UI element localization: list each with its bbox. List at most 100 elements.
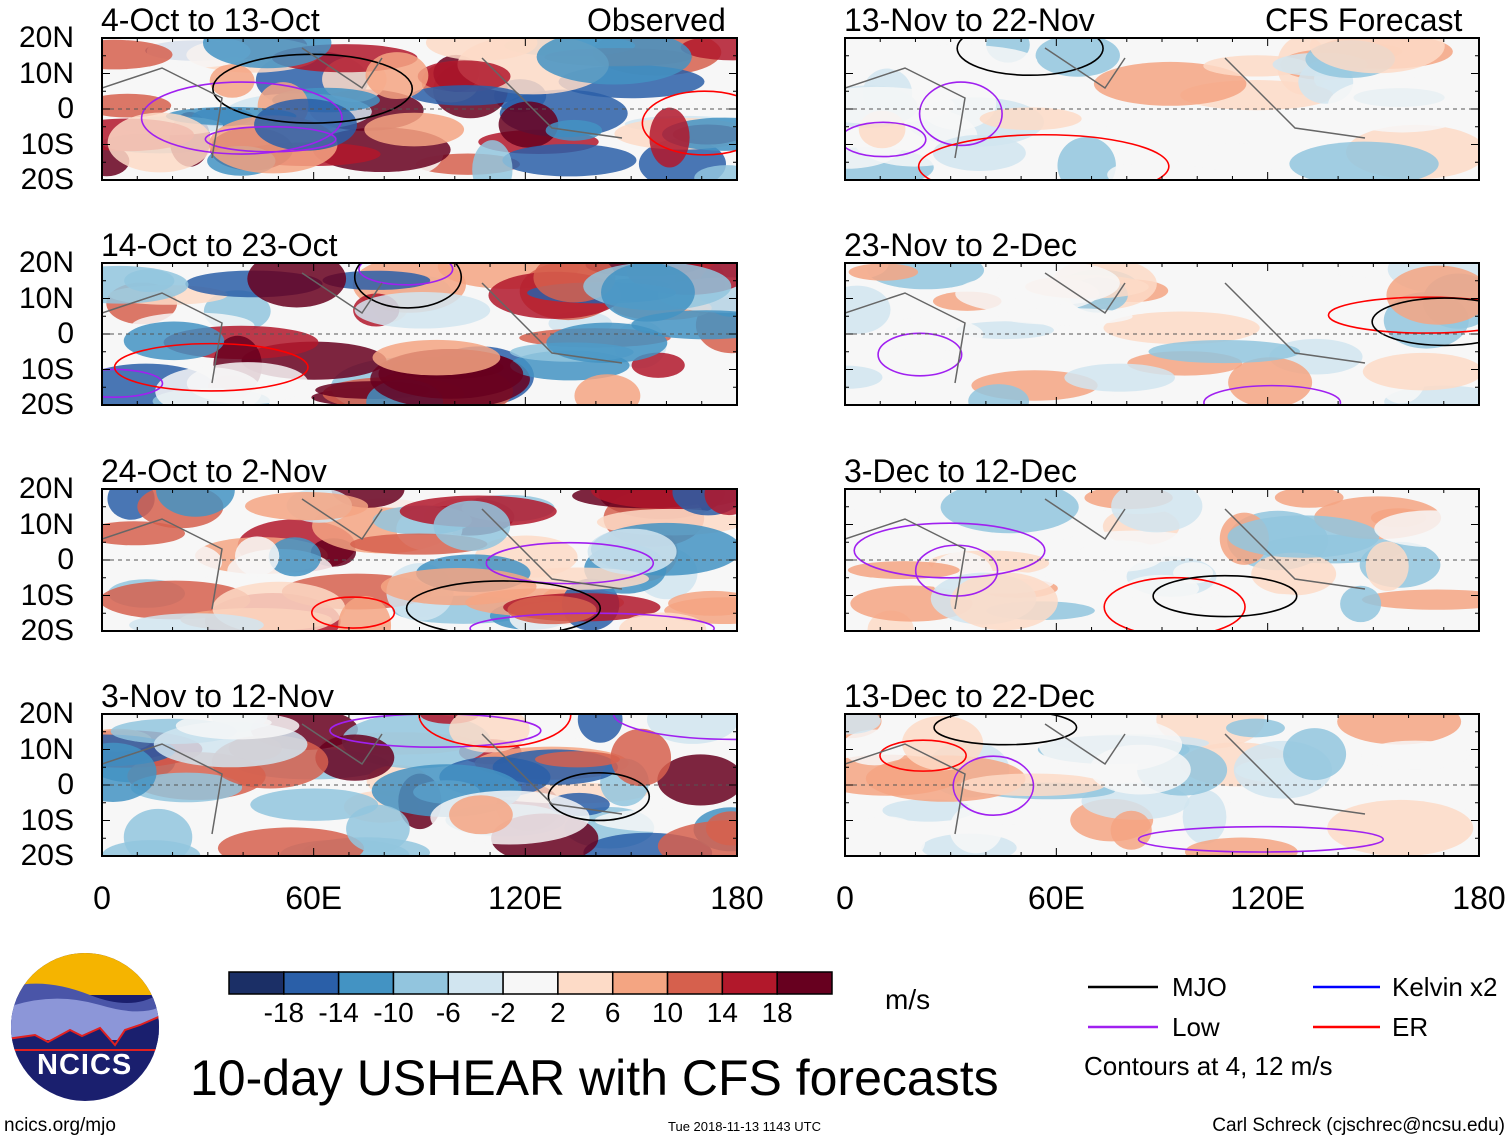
contour-line <box>1152 574 1298 618</box>
shear-blob <box>1362 352 1479 391</box>
x-tick-label: 0 <box>93 880 111 916</box>
shear-blob <box>1195 593 1325 614</box>
contour-line <box>917 133 1170 180</box>
contour-line <box>469 612 715 631</box>
shear-blob <box>268 537 322 577</box>
y-tick-label: 20N <box>18 246 74 279</box>
shear-blob <box>245 491 369 521</box>
shear-blob <box>1111 489 1203 533</box>
contour-line <box>113 342 309 392</box>
y-tick-label: 10S <box>20 352 74 386</box>
shear-blob <box>1035 38 1120 77</box>
shear-blob <box>1340 585 1382 623</box>
shear-blob <box>1447 773 1479 810</box>
map-panel <box>844 262 1480 406</box>
shear-blob <box>1289 141 1439 180</box>
y-tick-label: 10N <box>18 732 74 766</box>
y-tick-label: 20N <box>18 697 74 730</box>
contour-line <box>102 368 164 399</box>
shear-blob <box>425 38 538 61</box>
shear-blob <box>1361 740 1470 770</box>
shear-blob <box>1182 789 1227 845</box>
shear-blob <box>881 44 1038 78</box>
observed-header: Observed <box>587 2 726 38</box>
footer-credit: Carl Schreck (cjschrec@ncsu.edu) <box>1212 1115 1505 1136</box>
shear-blob <box>247 263 347 308</box>
map-panel <box>844 713 1480 857</box>
shear-blob <box>845 285 891 334</box>
shear-blob <box>1103 311 1260 345</box>
map-panel <box>101 37 738 181</box>
colorbar-swatch <box>776 971 833 995</box>
shear-blob <box>235 536 280 577</box>
shear-blob <box>346 804 410 853</box>
shear-blob <box>1274 489 1344 508</box>
x-tick-label: 120E <box>1230 880 1306 916</box>
shear-blob <box>507 595 597 625</box>
panel-title: 4-Oct to 13-Oct <box>101 2 320 38</box>
shear-blob <box>433 500 511 551</box>
shear-blob <box>1227 515 1380 558</box>
y-tick-label: 0 <box>57 317 74 350</box>
shear-blob <box>1110 810 1152 850</box>
panel-title: 23-Nov to 2-Dec <box>844 227 1077 263</box>
coastline <box>102 723 623 835</box>
contour-line <box>877 332 963 377</box>
shear-blob <box>123 321 225 361</box>
shear-blob <box>845 729 908 766</box>
contour-line <box>204 125 337 153</box>
colorbar-label: 6 <box>604 997 621 1028</box>
shear-blob <box>680 38 737 61</box>
shear-blob <box>1123 574 1200 603</box>
contour-line <box>952 755 1035 817</box>
shear-blob <box>601 263 695 322</box>
shear-blob <box>1328 76 1477 133</box>
shear-blob <box>472 140 513 180</box>
shear-blob <box>845 509 919 527</box>
shear-blob <box>1226 718 1285 738</box>
shear-blob <box>102 265 189 304</box>
y-tick-label: 20S <box>20 163 74 196</box>
colorbar-label: -14 <box>318 997 359 1028</box>
legend-label-er: ER <box>1392 1012 1429 1042</box>
contour-line <box>358 263 454 286</box>
shear-blob <box>968 384 1030 405</box>
y-tick-label: 10N <box>18 507 74 541</box>
shear-blob <box>704 489 737 516</box>
y-tick-label: 10N <box>18 281 74 315</box>
shear-blob <box>705 811 737 846</box>
shear-blob <box>631 352 685 378</box>
x-tick-label: 0 <box>836 880 854 916</box>
footer-url[interactable]: ncics.org/mjo <box>4 1115 116 1136</box>
contour-line <box>879 739 967 772</box>
y-tick-label: 10S <box>20 578 74 612</box>
colorbar-label: 2 <box>550 997 566 1028</box>
shear-blob <box>587 528 677 575</box>
shear-blob <box>545 119 603 141</box>
contour-line <box>353 263 463 309</box>
shear-blob <box>129 613 264 631</box>
shear-blob <box>250 788 379 821</box>
shear-blob <box>156 489 235 517</box>
shear-blob <box>502 143 637 177</box>
colorbar-label: 10 <box>651 997 684 1028</box>
shear-blob <box>998 308 1133 326</box>
shear-blob <box>411 85 520 106</box>
coastline <box>845 498 1366 610</box>
shear-blob <box>996 263 1120 305</box>
shear-blob <box>950 572 1058 631</box>
colorbar-label: 14 <box>706 997 738 1028</box>
shear-blob <box>619 612 707 631</box>
shear-blob <box>217 827 365 856</box>
panel-title: 3-Dec to 12-Dec <box>844 453 1077 489</box>
shear-blob <box>1251 552 1337 596</box>
shear-blob <box>577 714 623 743</box>
y-tick-label: 20N <box>18 21 74 54</box>
y-tick-label: 20N <box>18 472 74 505</box>
shear-blob <box>1374 510 1479 548</box>
shear-blob <box>1057 136 1116 180</box>
